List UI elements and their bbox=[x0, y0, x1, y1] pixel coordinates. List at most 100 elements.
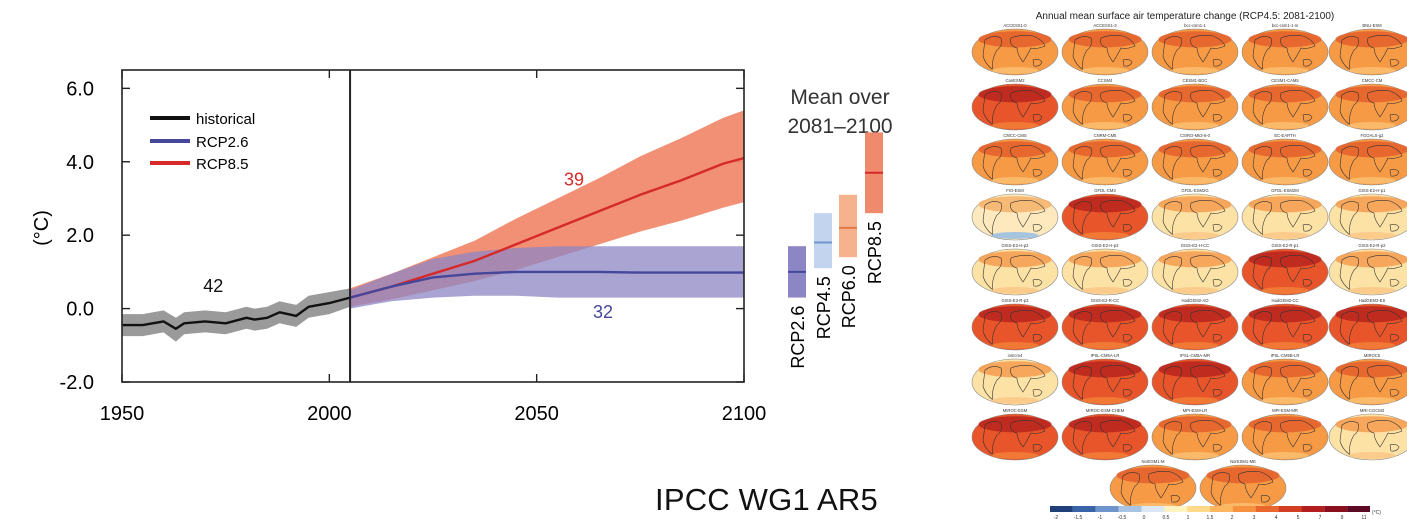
map-arctic-warming bbox=[1158, 86, 1232, 103]
map-ocean bbox=[971, 138, 1059, 186]
model-map: BNU-ESM bbox=[1328, 23, 1407, 76]
model-name-label: HadGEM2-CC bbox=[1272, 298, 1299, 303]
map-eurasia-africa-outline bbox=[1367, 200, 1403, 228]
model-map: CanESM2 bbox=[971, 78, 1059, 131]
map-southern-ocean bbox=[1129, 502, 1177, 510]
map-arctic-warming bbox=[978, 251, 1052, 268]
map-southern-ocean bbox=[1171, 176, 1219, 184]
map-ocean bbox=[1061, 83, 1149, 131]
side-bar-label: RCP4.5 bbox=[814, 276, 834, 339]
model-name-label: FGOALS-g2 bbox=[1360, 133, 1384, 138]
map-arctic-warming bbox=[1068, 416, 1142, 433]
model-map: HadGEM2-CC bbox=[1241, 298, 1329, 351]
legend-label-rcp85: RCP8.5 bbox=[196, 156, 249, 173]
map-americas-outline bbox=[1162, 201, 1182, 236]
model-map: NorESM1-M bbox=[1109, 459, 1197, 512]
map-australia-outline bbox=[1302, 389, 1313, 397]
map-southern-ocean bbox=[1348, 286, 1396, 294]
map-ocean bbox=[1151, 248, 1239, 296]
model-map: GFDL-ESM2M bbox=[1241, 188, 1329, 241]
temperature-projection-chart: (°C) 6.0 4.0 2.0 0.0 -2.0 1950 2000 2050 2100 h… bbox=[31, 69, 893, 425]
map-arctic-warming bbox=[1158, 31, 1232, 48]
map-ocean bbox=[1241, 83, 1329, 131]
map-southern-ocean bbox=[1261, 66, 1309, 74]
map-ocean bbox=[1151, 138, 1239, 186]
model-map: ACCESS1-3 bbox=[1061, 23, 1149, 76]
legend: historical RCP2.6 RCP8.5 bbox=[150, 111, 255, 173]
map-australia-outline bbox=[1212, 279, 1223, 287]
map-arctic-warming bbox=[1248, 31, 1322, 48]
map-arctic-warming bbox=[1248, 416, 1322, 433]
source-credit: IPCC WG1 AR5 bbox=[655, 482, 878, 517]
map-australia-outline bbox=[1122, 59, 1133, 67]
map-ocean bbox=[971, 28, 1059, 76]
map-americas-outline bbox=[982, 256, 1002, 291]
map-ocean bbox=[971, 358, 1059, 406]
map-eurasia-africa-outline bbox=[1367, 145, 1403, 173]
map-americas-outline bbox=[982, 201, 1002, 236]
map-americas-outline bbox=[1162, 36, 1182, 71]
model-name-label: bcc-csm1-1-m bbox=[1272, 23, 1299, 28]
model-count-label: 32 bbox=[593, 302, 613, 322]
model-map: NorESM1-ME bbox=[1199, 459, 1287, 512]
map-southern-ocean bbox=[1171, 341, 1219, 349]
plot-frame bbox=[121, 69, 745, 383]
model-map: GISS-E2-R-CC bbox=[1061, 298, 1149, 351]
map-australia-outline bbox=[1032, 279, 1043, 287]
legend-label-rcp26: RCP2.6 bbox=[196, 134, 249, 151]
map-australia-outline bbox=[1302, 169, 1313, 177]
map-eurasia-africa-outline bbox=[1100, 90, 1136, 118]
map-eurasia-africa-outline bbox=[1190, 420, 1226, 448]
model-map: CCSM4 bbox=[1061, 78, 1149, 131]
map-arctic-warming bbox=[1248, 361, 1322, 378]
map-arctic-warming bbox=[978, 196, 1052, 213]
model-map: GISS-E2-R-p3 bbox=[971, 298, 1059, 351]
map-southern-ocean bbox=[1171, 121, 1219, 129]
model-map: CESM1-BGC bbox=[1151, 78, 1239, 131]
map-ocean bbox=[1151, 83, 1239, 131]
map-eurasia-africa-outline bbox=[1190, 255, 1226, 283]
map-southern-ocean bbox=[991, 231, 1039, 239]
line-rcp26 bbox=[349, 270, 744, 299]
model-map: MPI-ESM-MR bbox=[1241, 408, 1329, 461]
map-australia-outline bbox=[1302, 334, 1313, 342]
map-arctic-warming bbox=[1068, 251, 1142, 268]
map-americas-outline bbox=[1339, 421, 1359, 456]
model-name-label: MPI-ESM-MR bbox=[1272, 408, 1298, 413]
model-name-label: MIROC-ESM bbox=[1003, 408, 1028, 413]
map-australia-outline bbox=[1122, 224, 1133, 232]
map-eurasia-africa-outline bbox=[1280, 200, 1316, 228]
map-ocean bbox=[1328, 193, 1407, 241]
map-southern-ocean bbox=[1081, 176, 1129, 184]
map-americas-outline bbox=[1252, 146, 1272, 181]
map-eurasia-africa-outline bbox=[1190, 90, 1226, 118]
map-americas-outline bbox=[1252, 36, 1272, 71]
colorbar-swatch bbox=[1278, 506, 1302, 512]
model-count-annotations: 42 39 32 bbox=[203, 170, 613, 322]
map-eurasia-africa-outline bbox=[1010, 255, 1046, 283]
map-southern-ocean bbox=[1348, 176, 1396, 184]
map-ocean bbox=[1061, 193, 1149, 241]
map-eurasia-africa-outline bbox=[1280, 90, 1316, 118]
map-ocean bbox=[1328, 413, 1407, 461]
map-australia-outline bbox=[1212, 389, 1223, 397]
model-name-label: NorESM1-M bbox=[1141, 459, 1165, 464]
model-map-grid: ACCESS1-0 ACCESS1-3 bcc-csm1-1 bcc-csm1-1-m… bbox=[971, 23, 1407, 512]
map-eurasia-africa-outline bbox=[1010, 310, 1046, 338]
map-eurasia-africa-outline bbox=[1367, 310, 1403, 338]
map-americas-outline bbox=[982, 366, 1002, 401]
map-ocean bbox=[1061, 248, 1149, 296]
map-australia-outline bbox=[1032, 59, 1043, 67]
map-ocean bbox=[1061, 28, 1149, 76]
map-americas-outline bbox=[982, 421, 1002, 456]
model-name-label: ACCESS1-3 bbox=[1093, 23, 1117, 28]
map-ocean bbox=[1328, 83, 1407, 131]
map-ocean bbox=[1151, 358, 1239, 406]
colorbar-swatch bbox=[1187, 506, 1210, 512]
model-map: GFDL-ESM2G bbox=[1151, 188, 1239, 241]
colorbar-tick-label: 4 bbox=[1275, 515, 1278, 521]
map-americas-outline bbox=[1162, 421, 1182, 456]
map-southern-ocean bbox=[991, 396, 1039, 404]
model-name-label: HadGEM2-AO bbox=[1182, 298, 1210, 303]
map-americas-outline bbox=[1162, 311, 1182, 346]
